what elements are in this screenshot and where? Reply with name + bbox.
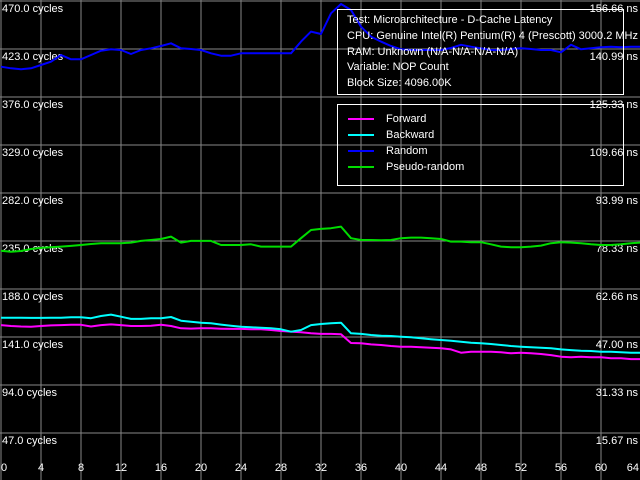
- legend-label: Backward: [386, 129, 435, 141]
- x-axis-label: 8: [77, 462, 85, 474]
- y-axis-label-ns: 31.33 ns: [595, 387, 638, 399]
- info-ram: RAM: Unknown (N/A-N/A-N/A-N/A): [347, 45, 519, 58]
- legend-label: Pseudo-random: [386, 161, 465, 173]
- y-axis-label-ns: 15.67 ns: [595, 435, 638, 447]
- legend-item-forward: Forward: [338, 111, 623, 127]
- x-axis-label: 40: [394, 462, 408, 474]
- y-axis-label-ns: 47.00 ns: [595, 339, 638, 351]
- y-axis-label-cycles: 376.0 cycles: [2, 99, 64, 111]
- info-cpu: CPU: Genuine Intel(R) Pentium(R) 4 (Pres…: [347, 29, 638, 42]
- x-axis-label: 16: [154, 462, 168, 474]
- x-axis-label: 36: [354, 462, 368, 474]
- legend-item-pseudo-random: Pseudo-random: [338, 159, 623, 175]
- legend-item-random: Random: [338, 143, 623, 159]
- legend-box: Forward Backward Random Pseudo-random: [337, 104, 624, 186]
- x-axis-label: 28: [274, 462, 288, 474]
- backward-line-swatch: [348, 134, 374, 136]
- y-axis-label-cycles: 470.0 cycles: [2, 3, 64, 15]
- x-axis-label: 52: [514, 462, 528, 474]
- y-axis-label-cycles: 423.0 cycles: [2, 51, 64, 63]
- info-block-size: Block Size: 4096.00K: [347, 77, 452, 90]
- series-forward: [0, 323, 640, 361]
- x-axis-label: 20: [194, 462, 208, 474]
- x-axis-label: 4: [37, 462, 45, 474]
- x-axis-label: 24: [234, 462, 248, 474]
- y-axis-label-ns: 93.99 ns: [595, 195, 638, 207]
- series-pseudo-random: [0, 225, 640, 253]
- y-axis-label-ns: 125.33 ns: [589, 99, 638, 111]
- test-info-box: Test: Microarchitecture - D-Cache Latenc…: [337, 9, 638, 95]
- random-line-swatch: [348, 150, 374, 152]
- x-axis-label: 44: [434, 462, 448, 474]
- legend-label: Forward: [386, 113, 427, 125]
- x-axis-label: 64: [626, 462, 639, 474]
- forward-line-swatch: [348, 118, 374, 120]
- x-axis-label: 32: [314, 462, 328, 474]
- y-axis-label-cycles: 94.0 cycles: [2, 387, 58, 399]
- y-axis-label-ns: 109.66 ns: [589, 147, 638, 159]
- y-axis-label-cycles: 188.0 cycles: [2, 291, 64, 303]
- x-axis-label: 48: [474, 462, 488, 474]
- series-random: [0, 3, 640, 71]
- y-axis-label-ns: 62.66 ns: [595, 291, 638, 303]
- legend-label: Random: [386, 145, 428, 157]
- x-axis-label: 56: [554, 462, 568, 474]
- y-axis-label-cycles: 329.0 cycles: [2, 147, 64, 159]
- info-test: Test: Microarchitecture - D-Cache Latenc…: [347, 14, 553, 26]
- x-axis-label: 60: [594, 462, 608, 474]
- y-axis-label-cycles: 141.0 cycles: [2, 339, 64, 351]
- series-backward: [1, 313, 640, 354]
- y-axis-label-ns: 140.99 ns: [589, 51, 638, 63]
- y-axis-label-cycles: 282.0 cycles: [2, 195, 64, 207]
- y-axis-label-cycles: 47.0 cycles: [2, 435, 58, 447]
- x-axis-label: 0: [1, 462, 8, 474]
- pseudo-random-line-swatch: [348, 166, 374, 168]
- legend-item-backward: Backward: [338, 127, 623, 143]
- info-variable: Variable: NOP Count: [347, 61, 449, 74]
- x-axis-label: 12: [114, 462, 128, 474]
